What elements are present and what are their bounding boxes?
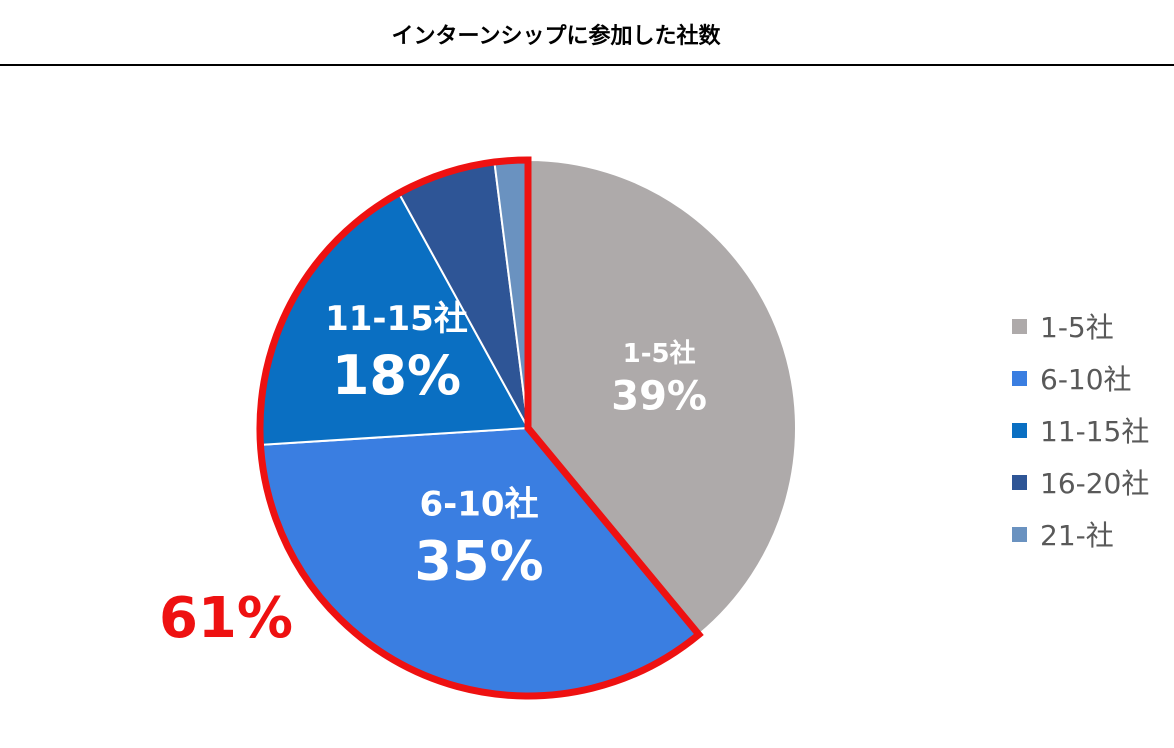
legend-item-6-10: 6-10社 (1012, 352, 1149, 404)
highlight-outline (256, 156, 704, 700)
slice-label-1-5: 1-5社 (623, 338, 696, 369)
legend-swatch (1012, 474, 1027, 490)
pie-slice-1-5 (527, 158, 797, 636)
slice-label-11-15: 11-15社 (325, 299, 468, 339)
highlight-total-label: 61% (159, 586, 293, 651)
legend-label: 6-10社 (1040, 363, 1132, 396)
chart-title: インターンシップに参加した社数 (391, 24, 721, 49)
chart-legend: 1-5社 6-10社 11-15社 16-20社 21-社 (1012, 300, 1149, 560)
legend-label: 21-社 (1040, 519, 1114, 552)
legend-swatch (1012, 422, 1027, 438)
legend-item-1-5: 1-5社 (1012, 300, 1149, 352)
slice-value-6-10: 35% (414, 530, 543, 593)
slice-value-11-15: 18% (332, 344, 461, 407)
legend-item-11-15: 11-15社 (1012, 404, 1149, 456)
legend-label: 1-5社 (1040, 311, 1114, 344)
legend-swatch (1012, 318, 1027, 334)
legend-swatch (1012, 370, 1027, 386)
legend-label: 16-20社 (1040, 467, 1150, 500)
title-divider (0, 64, 1174, 66)
legend-label: 11-15社 (1040, 415, 1150, 448)
slice-value-1-5: 39% (611, 373, 707, 419)
legend-item-16-20: 16-20社 (1012, 456, 1149, 508)
legend-swatch (1012, 526, 1027, 542)
slice-label-6-10: 6-10社 (419, 484, 538, 524)
legend-item-21: 21-社 (1012, 508, 1149, 560)
